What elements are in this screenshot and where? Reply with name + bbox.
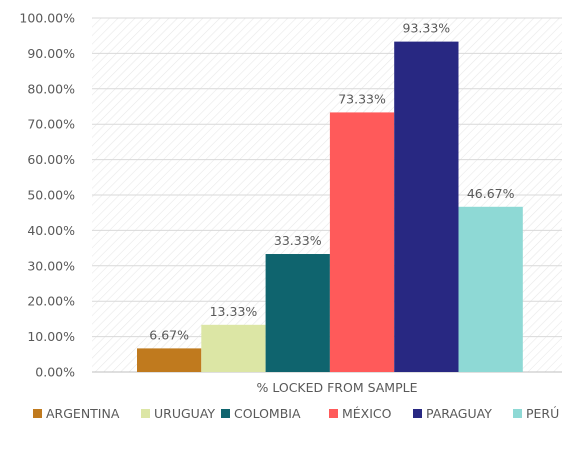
- legend-item-mexico: MÉXICO: [329, 406, 392, 421]
- legend-swatch: [221, 409, 230, 418]
- y-tick-label: 20.00%: [27, 294, 75, 309]
- y-tick-label: 30.00%: [27, 258, 75, 273]
- legend-label: PERÚ: [526, 406, 559, 421]
- bar-colombia: [265, 254, 330, 372]
- legend-label: URUGUAY: [154, 406, 215, 421]
- legend-item-colombia: COLOMBIA: [221, 406, 301, 421]
- data-label: 73.33%: [338, 91, 386, 106]
- data-label: 93.33%: [403, 21, 451, 36]
- legend-swatch: [513, 409, 522, 418]
- y-tick-label: 90.00%: [27, 46, 75, 61]
- y-tick-label: 70.00%: [27, 117, 75, 132]
- bar-peru: [458, 206, 523, 372]
- legend-label: PARAGUAY: [426, 406, 492, 421]
- y-tick-label: 40.00%: [27, 223, 75, 238]
- bar-argentina: [137, 348, 202, 372]
- legend-swatch: [329, 409, 338, 418]
- data-label: 13.33%: [210, 304, 258, 319]
- y-tick-label: 0.00%: [35, 365, 75, 380]
- legend-item-uruguay: URUGUAY: [141, 406, 215, 421]
- legend-item-peru: PERÚ: [513, 406, 559, 421]
- legend-swatch: [413, 409, 422, 418]
- legend-item-paraguay: PARAGUAY: [413, 406, 492, 421]
- y-tick-label: 100.00%: [19, 11, 75, 26]
- bar-paraguay: [394, 41, 459, 372]
- y-tick-label: 50.00%: [27, 188, 75, 203]
- legend-swatch: [33, 409, 42, 418]
- legend-label: ARGENTINA: [46, 406, 120, 421]
- y-tick-label: 60.00%: [27, 152, 75, 167]
- data-label: 33.33%: [274, 233, 322, 248]
- legend-label: MÉXICO: [342, 406, 392, 421]
- bar-mexico: [329, 112, 395, 372]
- data-label: 6.67%: [149, 327, 189, 342]
- legend-label: COLOMBIA: [234, 406, 301, 421]
- y-tick-label: 10.00%: [27, 329, 75, 344]
- legend-item-argentina: ARGENTINA: [33, 406, 120, 421]
- data-label: 46.67%: [467, 186, 515, 201]
- x-category-label: % LOCKED FROM SAMPLE: [256, 380, 417, 395]
- legend-swatch: [141, 409, 150, 418]
- y-tick-label: 80.00%: [27, 81, 75, 96]
- bar-uruguay: [201, 324, 266, 372]
